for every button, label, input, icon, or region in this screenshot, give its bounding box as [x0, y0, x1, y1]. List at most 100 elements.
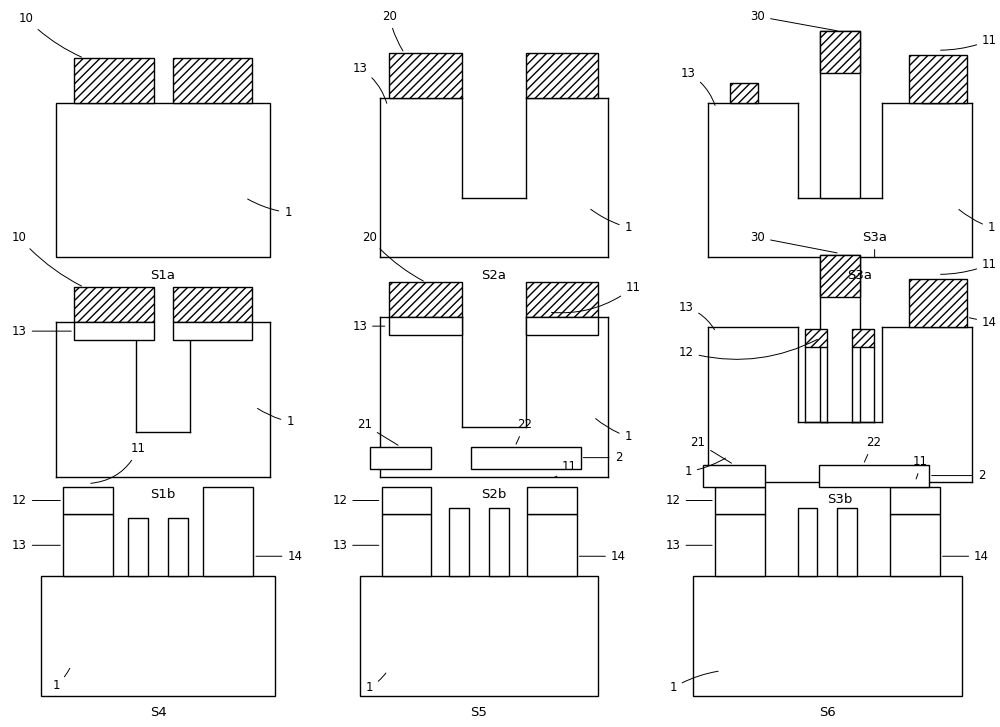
Text: 1: 1 — [52, 668, 70, 692]
Text: S2b: S2b — [481, 489, 507, 502]
Text: 1: 1 — [596, 419, 632, 443]
Text: 1: 1 — [257, 409, 294, 428]
Text: 1: 1 — [591, 209, 632, 234]
Text: S3a: S3a — [862, 231, 887, 257]
Text: 14: 14 — [256, 550, 302, 563]
Text: 13: 13 — [332, 539, 379, 552]
Bar — [370, 446, 431, 469]
Text: 14: 14 — [579, 550, 626, 563]
Bar — [890, 515, 940, 577]
Text: 1: 1 — [684, 458, 725, 478]
Bar — [56, 103, 270, 257]
Bar — [449, 508, 469, 577]
Bar — [389, 53, 462, 98]
Text: 22: 22 — [516, 418, 532, 444]
Text: S6: S6 — [819, 706, 836, 719]
Bar — [527, 515, 577, 577]
Text: 1: 1 — [366, 673, 386, 694]
Text: S1b: S1b — [150, 489, 176, 502]
Text: 13: 13 — [12, 539, 60, 552]
Text: 11: 11 — [941, 258, 997, 274]
Bar — [360, 577, 598, 696]
Text: 12: 12 — [332, 494, 379, 507]
Text: 11: 11 — [912, 455, 927, 479]
Text: S5: S5 — [471, 706, 487, 719]
Bar — [526, 282, 598, 317]
Bar — [74, 322, 154, 340]
Text: 13: 13 — [352, 320, 385, 333]
Bar — [715, 486, 765, 515]
Text: 14: 14 — [943, 550, 989, 563]
Text: 11: 11 — [551, 281, 641, 313]
Bar — [173, 322, 252, 340]
Text: 1: 1 — [959, 209, 995, 234]
Bar — [820, 255, 860, 422]
Bar — [730, 83, 758, 103]
Text: 13: 13 — [352, 62, 387, 103]
Text: 12: 12 — [679, 340, 817, 359]
Text: 10: 10 — [12, 231, 82, 286]
Text: S1a: S1a — [151, 269, 176, 282]
Bar — [173, 287, 252, 322]
Text: 20: 20 — [382, 10, 403, 51]
Bar — [173, 58, 252, 103]
Bar — [693, 577, 962, 696]
Text: 14: 14 — [969, 316, 997, 329]
Bar — [820, 255, 860, 297]
Text: 13: 13 — [681, 67, 715, 105]
Bar — [703, 465, 765, 486]
Text: S4: S4 — [150, 706, 166, 719]
Bar — [909, 279, 967, 327]
Bar — [382, 486, 431, 515]
Text: 1: 1 — [248, 199, 292, 219]
Text: 11: 11 — [91, 442, 146, 483]
Bar — [715, 515, 765, 577]
Bar — [909, 55, 967, 103]
Bar — [382, 515, 431, 577]
Text: 30: 30 — [750, 231, 837, 253]
Bar — [890, 486, 940, 515]
Text: S3b: S3b — [827, 494, 852, 507]
Bar — [489, 508, 509, 577]
Text: 12: 12 — [12, 494, 60, 507]
Text: 13: 13 — [12, 325, 71, 337]
Text: 21: 21 — [690, 436, 731, 463]
Bar — [389, 317, 462, 335]
Bar — [820, 31, 860, 73]
Bar — [74, 287, 154, 322]
Text: 2: 2 — [583, 451, 622, 464]
Text: 21: 21 — [357, 418, 398, 445]
Text: S3a: S3a — [847, 269, 872, 282]
Text: 12: 12 — [666, 494, 712, 507]
Bar — [922, 83, 950, 103]
Bar — [168, 518, 188, 577]
Bar — [837, 508, 857, 577]
Text: 2: 2 — [932, 469, 985, 482]
Bar — [41, 577, 275, 696]
Text: 11: 11 — [554, 460, 577, 478]
Text: 13: 13 — [666, 539, 712, 552]
Text: 30: 30 — [750, 10, 837, 31]
Text: 1: 1 — [669, 671, 718, 694]
Bar — [63, 515, 113, 577]
Bar — [820, 31, 860, 198]
Bar — [526, 317, 598, 335]
Bar — [819, 465, 929, 486]
Bar — [526, 53, 598, 98]
Bar — [389, 282, 462, 317]
Bar — [805, 329, 827, 347]
Text: 20: 20 — [362, 231, 423, 281]
Bar — [527, 486, 577, 515]
Text: S2a: S2a — [481, 269, 506, 282]
Bar — [128, 518, 148, 577]
Text: 13: 13 — [679, 301, 715, 330]
Bar — [203, 486, 253, 577]
Bar — [63, 486, 113, 515]
Bar — [74, 58, 154, 103]
Bar — [471, 446, 581, 469]
Text: 10: 10 — [19, 12, 81, 57]
Bar — [852, 329, 874, 347]
Text: 22: 22 — [864, 436, 881, 462]
Bar — [798, 508, 817, 577]
Text: 11: 11 — [941, 33, 997, 50]
